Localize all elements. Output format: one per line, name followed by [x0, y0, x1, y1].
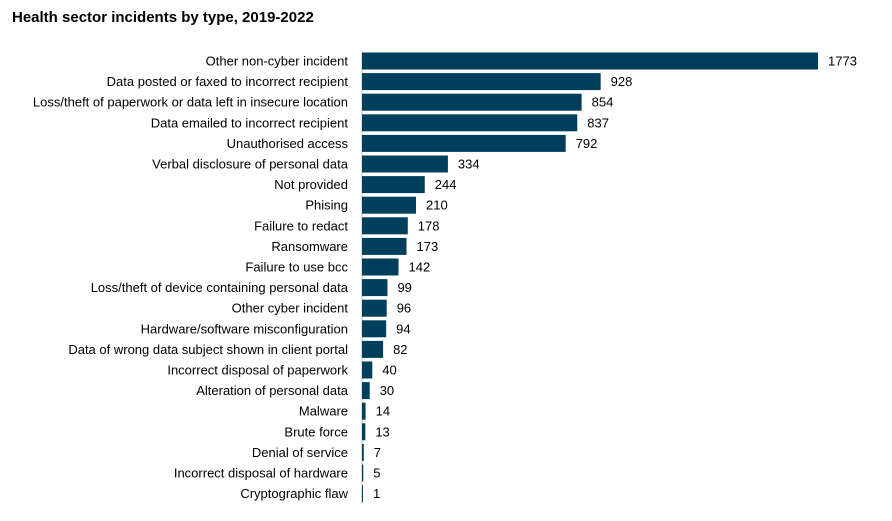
value-label: 30	[380, 383, 394, 398]
value-label: 244	[435, 177, 457, 192]
value-label: 7	[374, 445, 381, 460]
bars	[362, 52, 818, 503]
bar	[362, 176, 425, 194]
category-label: Loss/theft of device containing personal…	[91, 280, 349, 295]
bar	[362, 423, 366, 441]
category-label: Not provided	[274, 177, 348, 192]
category-label: Data posted or faxed to incorrect recipi…	[107, 74, 349, 89]
value-label: 178	[418, 218, 440, 233]
value-label: 1	[373, 486, 380, 501]
category-label: Verbal disclosure of personal data	[152, 157, 349, 172]
bar	[362, 155, 448, 173]
value-label: 5	[373, 466, 380, 481]
category-labels: Other non-cyber incident Data posted or f…	[33, 54, 349, 502]
bar	[362, 237, 407, 255]
category-label: Unauthorised access	[227, 136, 349, 151]
category-label: Cryptographic flaw	[240, 486, 348, 501]
category-label: Malware	[299, 404, 348, 419]
bar	[362, 320, 387, 338]
category-label: Incorrect disposal of paperwork	[167, 363, 348, 378]
category-label: Denial of service	[252, 445, 348, 460]
value-label: 792	[576, 136, 598, 151]
bar	[362, 299, 387, 317]
value-label: 96	[397, 301, 411, 316]
bar	[362, 114, 578, 132]
category-label: Data emailed to incorrect recipient	[151, 115, 349, 130]
value-label: 928	[611, 74, 633, 89]
value-label: 82	[393, 342, 407, 357]
category-label: Incorrect disposal of hardware	[174, 466, 348, 481]
category-label: Failure to redact	[254, 218, 348, 233]
category-label: Brute force	[284, 424, 348, 439]
bar	[362, 485, 363, 503]
value-label: 1773	[828, 54, 857, 69]
category-label: Loss/theft of paperwork or data left in …	[33, 95, 348, 110]
value-label: 13	[375, 424, 389, 439]
bar	[362, 279, 388, 297]
value-label: 837	[587, 115, 609, 130]
category-label: Other non-cyber incident	[206, 54, 349, 69]
bar	[362, 52, 818, 70]
value-label: 210	[426, 198, 448, 213]
bar	[362, 196, 417, 214]
value-label: 14	[376, 404, 390, 419]
chart-title: Health sector incidents by type, 2019-20…	[12, 9, 314, 26]
value-label: 99	[397, 280, 411, 295]
bar	[362, 464, 364, 482]
category-label: Hardware/software misconfiguration	[141, 321, 348, 336]
category-label: Ransomware	[271, 239, 348, 254]
bar	[362, 382, 370, 400]
category-label: Alteration of personal data	[196, 383, 349, 398]
category-label: Phising	[305, 198, 348, 213]
bar	[362, 134, 566, 152]
category-label: Data of wrong data subject shown in clie…	[68, 342, 348, 357]
value-label: 854	[592, 95, 614, 110]
bar	[362, 73, 601, 91]
bar	[362, 217, 408, 235]
category-label: Failure to use bcc	[245, 260, 348, 275]
bar	[362, 443, 364, 461]
value-label: 142	[409, 260, 431, 275]
bar	[362, 258, 399, 276]
bar	[362, 340, 384, 358]
value-label: 94	[396, 321, 410, 336]
bar	[362, 93, 582, 111]
value-label: 173	[416, 239, 438, 254]
value-label: 40	[382, 363, 396, 378]
bar	[362, 361, 373, 379]
value-label: 334	[458, 157, 480, 172]
bar	[362, 402, 366, 420]
category-label: Other cyber incident	[232, 301, 349, 316]
